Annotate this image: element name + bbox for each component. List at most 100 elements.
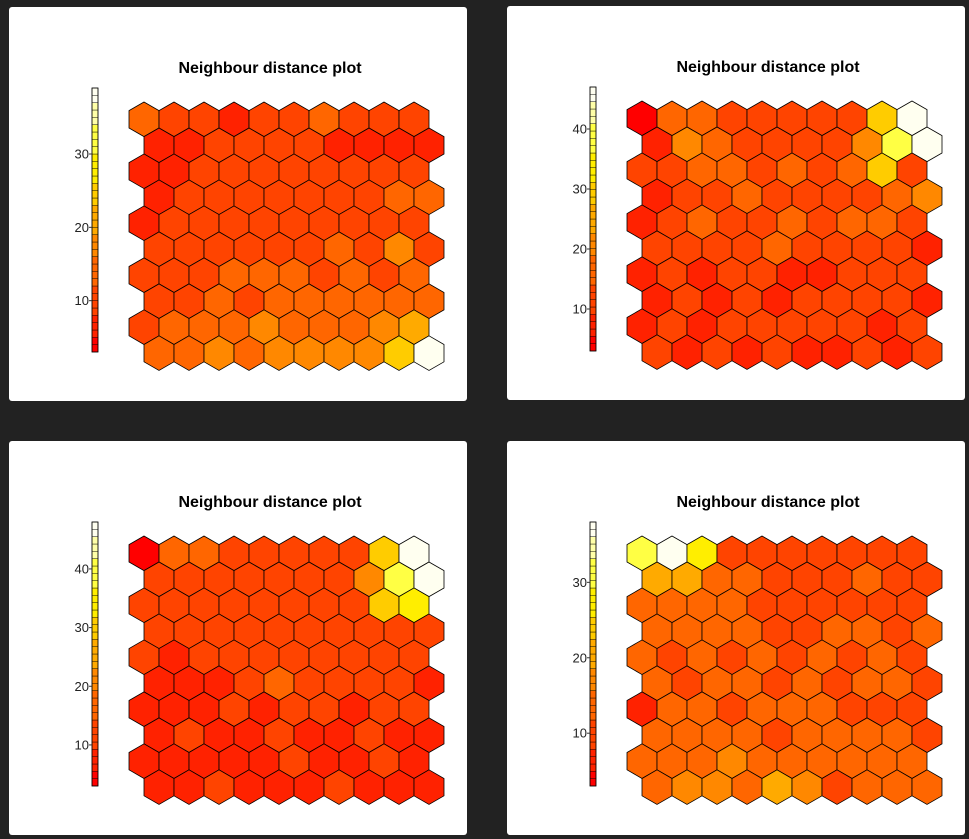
colorbar-segment bbox=[91, 146, 99, 155]
colorbar-segment bbox=[91, 573, 99, 581]
colorbar-segment bbox=[589, 675, 597, 684]
colorbar-segment bbox=[589, 152, 597, 161]
colorbar-segment bbox=[589, 336, 597, 344]
colorbar-segment bbox=[589, 343, 597, 352]
colorbar-tick-label: 30 bbox=[573, 575, 587, 590]
colorbar-segment bbox=[91, 521, 99, 530]
colorbar-segment bbox=[91, 771, 99, 779]
colorbar-segment bbox=[91, 205, 99, 213]
colorbar-segment bbox=[91, 617, 99, 625]
colorbar-segment bbox=[91, 263, 99, 272]
chart-title: Neighbour distance plot bbox=[178, 60, 362, 77]
colorbar-segment bbox=[91, 734, 99, 743]
colorbar-segment bbox=[589, 94, 597, 102]
colorbar-segment bbox=[91, 102, 99, 111]
colorbar-segment bbox=[91, 558, 99, 567]
colorbar-segment bbox=[91, 95, 99, 103]
colorbar-segment bbox=[589, 248, 597, 256]
colorbar-segment bbox=[589, 204, 597, 212]
colorbar-segment bbox=[91, 256, 99, 265]
colorbar-segment bbox=[589, 639, 597, 647]
colorbar-segment bbox=[589, 595, 597, 603]
colorbar-segment bbox=[91, 661, 99, 669]
colorbar-segment bbox=[589, 580, 597, 589]
hex-cell bbox=[413, 769, 445, 805]
colorbar-segment bbox=[589, 101, 597, 110]
colorbar-segment bbox=[91, 293, 99, 301]
colorbar-segment bbox=[589, 270, 597, 278]
colorbar-segment bbox=[91, 624, 99, 633]
colorbar-segment bbox=[91, 329, 99, 338]
colorbar-segment bbox=[91, 344, 99, 353]
colorbar-segment bbox=[91, 278, 99, 287]
colorbar-segment bbox=[91, 587, 99, 596]
colorbar bbox=[91, 87, 99, 353]
colorbar-segment bbox=[91, 197, 99, 206]
colorbar-segment bbox=[589, 108, 597, 117]
colorbar-segment bbox=[589, 284, 597, 293]
colorbar-segment bbox=[589, 719, 597, 728]
colorbar-segment bbox=[589, 587, 597, 596]
colorbar-segment bbox=[589, 240, 597, 249]
colorbar-segment bbox=[589, 189, 597, 198]
colorbar-segment bbox=[589, 174, 597, 183]
colorbar-segment bbox=[91, 337, 99, 345]
colorbar-segment bbox=[589, 778, 597, 787]
colorbar bbox=[589, 86, 597, 352]
colorbar-segment bbox=[91, 315, 99, 323]
colorbar-segment bbox=[589, 299, 597, 308]
colorbar-segment bbox=[91, 712, 99, 721]
colorbar-segment bbox=[589, 138, 597, 146]
colorbar-segment bbox=[589, 130, 597, 139]
colorbar-segment bbox=[91, 300, 99, 309]
hex-cell bbox=[911, 334, 943, 370]
colorbar-segment bbox=[589, 551, 597, 559]
colorbar-segment bbox=[91, 117, 99, 125]
colorbar-segment bbox=[589, 262, 597, 271]
colorbar bbox=[91, 521, 99, 787]
colorbar-segment bbox=[91, 212, 99, 221]
colorbar-segment bbox=[589, 602, 597, 611]
colorbar-segment bbox=[91, 131, 99, 140]
colorbar-segment bbox=[91, 727, 99, 735]
colorbar-frame bbox=[589, 521, 597, 787]
hex-grid bbox=[626, 535, 943, 805]
colorbar-segment bbox=[91, 543, 99, 552]
colorbar-segment bbox=[589, 255, 597, 264]
colorbar-segment bbox=[91, 161, 99, 169]
colorbar-segment bbox=[91, 690, 99, 699]
colorbar-tick-label: 10 bbox=[573, 726, 587, 741]
chart-title: Neighbour distance plot bbox=[676, 494, 860, 511]
hex-grid bbox=[626, 100, 943, 370]
colorbar-segment bbox=[589, 668, 597, 677]
colorbar-tick-label: 20 bbox=[573, 242, 587, 257]
colorbar-segment bbox=[589, 653, 597, 662]
colorbar-segment bbox=[589, 558, 597, 567]
colorbar-segment bbox=[589, 328, 597, 337]
colorbar-segment bbox=[91, 639, 99, 647]
colorbar-tick-label: 40 bbox=[75, 561, 89, 576]
colorbar-segment bbox=[589, 196, 597, 205]
colorbar-segment bbox=[91, 227, 99, 235]
colorbar-segment bbox=[91, 741, 99, 750]
colorbar-segment bbox=[589, 756, 597, 765]
colorbar-segment bbox=[91, 285, 99, 294]
colorbar-segment bbox=[589, 536, 597, 545]
colorbar-segment bbox=[91, 697, 99, 706]
colorbar-segment bbox=[589, 727, 597, 735]
colorbar-segment bbox=[589, 306, 597, 315]
colorbar-segment bbox=[589, 543, 597, 552]
chart-panel-2: Neighbour distance plot 10 20 30 40 bbox=[507, 6, 965, 400]
colorbar-segment bbox=[91, 307, 99, 316]
colorbar-segment bbox=[91, 249, 99, 257]
colorbar-segment bbox=[91, 322, 99, 331]
chart-panel-4: Neighbour distance plot 10 20 30 bbox=[507, 441, 965, 835]
colorbar-segment bbox=[589, 292, 597, 300]
chart-panel-3: Neighbour distance plot 10 20 30 40 bbox=[9, 441, 467, 835]
colorbar-segment bbox=[91, 234, 99, 243]
colorbar-segment bbox=[589, 734, 597, 743]
colorbar-segment bbox=[589, 631, 597, 640]
colorbar-segment bbox=[91, 271, 99, 279]
colorbar-segment bbox=[589, 226, 597, 234]
colorbar-tick-label: 10 bbox=[75, 737, 89, 752]
